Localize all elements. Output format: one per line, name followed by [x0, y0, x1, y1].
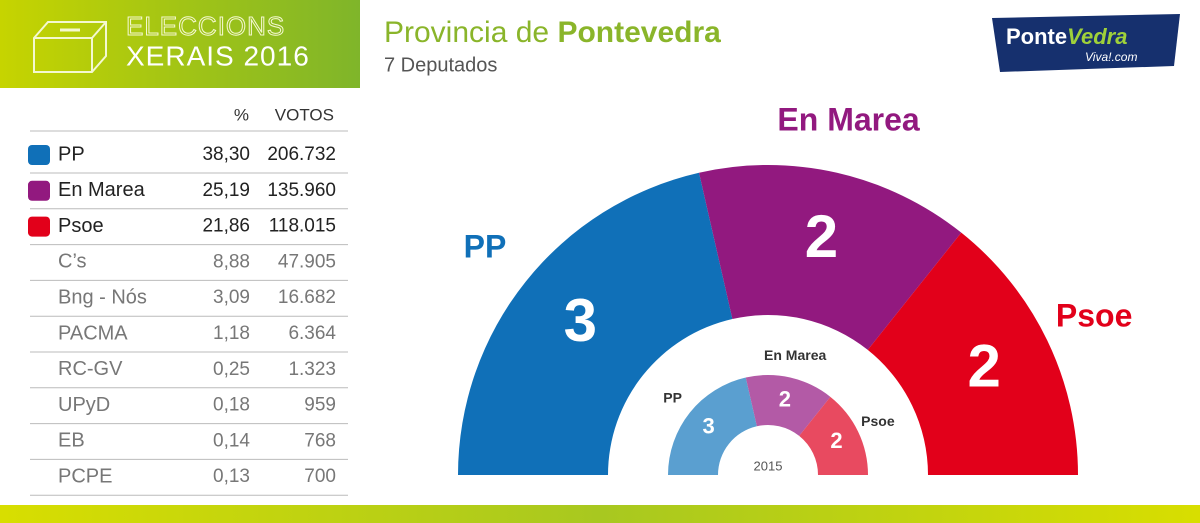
- party-label: PP: [464, 229, 507, 265]
- percent: 0,14: [213, 430, 250, 451]
- page-title: Provincia de Pontevedra: [384, 16, 721, 49]
- votes: 700: [304, 466, 336, 487]
- seat-wedge: [699, 165, 962, 350]
- seat-wedge: [458, 172, 733, 476]
- seat-count: 3: [702, 413, 714, 438]
- votes: 6.364: [288, 323, 336, 344]
- party-label: PP: [663, 390, 682, 406]
- votes: 135.960: [267, 180, 336, 201]
- percent: 25,19: [202, 180, 250, 201]
- party-name: Bng - Nós: [58, 286, 147, 308]
- seat-wedge: [745, 375, 831, 436]
- party-swatch: [28, 180, 50, 201]
- party-name: PACMA: [58, 322, 128, 344]
- seat-wedge: [799, 396, 868, 475]
- party-name: En Marea: [58, 179, 146, 201]
- votes: 768: [304, 430, 336, 451]
- ballot-box-icon: [33, 21, 107, 73]
- seat-wedge: [668, 377, 757, 475]
- percent: 21,86: [202, 216, 250, 237]
- party-label: Psoe: [861, 413, 895, 429]
- party-name: PP: [58, 143, 85, 165]
- votes: 206.732: [267, 144, 336, 165]
- party-name: Psoe: [58, 215, 104, 237]
- badge-line2: XERAIS 2016: [126, 40, 310, 71]
- percent: 1,18: [213, 323, 250, 344]
- seat-count: 2: [779, 387, 791, 412]
- title-bold: Pontevedra: [557, 16, 721, 49]
- seat-count: 2: [805, 203, 838, 270]
- column-header: VOTOS: [275, 105, 334, 124]
- seat-count: 3: [564, 287, 597, 354]
- percent: 0,18: [213, 395, 250, 416]
- logo-part: Vedra: [1067, 24, 1127, 49]
- party-name: EB: [58, 430, 85, 452]
- party-name: C’s: [58, 251, 87, 273]
- badge-line1: ELECCIONS: [126, 11, 285, 41]
- votes: 16.682: [278, 287, 336, 308]
- chart-year: 2015: [754, 458, 783, 473]
- percent: 0,13: [213, 466, 250, 487]
- logo: PonteVedra Viva!.com: [992, 14, 1180, 72]
- seat-wedge: [867, 232, 1078, 475]
- subtitle: 7 Deputados: [384, 54, 497, 76]
- percent: 8,88: [213, 251, 250, 272]
- party-name: UPyD: [58, 394, 110, 416]
- logo-subtext: Viva!.com: [1085, 50, 1137, 64]
- votes: 118.015: [269, 216, 336, 237]
- votes: 47.905: [278, 251, 336, 272]
- logo-text: PonteVedra: [1006, 24, 1127, 49]
- bottom-stripe: [0, 505, 1200, 523]
- column-header: %: [234, 105, 249, 124]
- votes: 1.323: [288, 359, 336, 380]
- party-name: PCPE: [58, 465, 112, 487]
- badge-background: [0, 0, 360, 88]
- party-name: RC-GV: [58, 358, 123, 380]
- title-prefix: Provincia de: [384, 16, 557, 49]
- party-swatch: [28, 145, 50, 165]
- party-label: Psoe: [1056, 297, 1132, 333]
- votes: 959: [304, 395, 336, 416]
- percent: 0,25: [213, 359, 250, 380]
- seat-count: 2: [968, 333, 1001, 400]
- party-swatch: [28, 216, 50, 237]
- party-label: En Marea: [777, 102, 919, 138]
- logo-part: Ponte: [1006, 24, 1067, 49]
- logo-background: [992, 14, 1180, 72]
- party-label: En Marea: [764, 347, 826, 363]
- percent: 38,30: [202, 144, 250, 165]
- seat-count: 2: [830, 428, 842, 453]
- percent: 3,09: [213, 287, 250, 308]
